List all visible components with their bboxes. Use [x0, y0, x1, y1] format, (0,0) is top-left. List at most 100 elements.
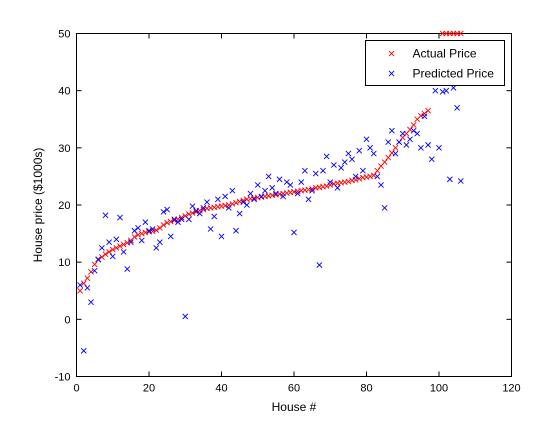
predicted-price-point — [113, 236, 120, 243]
predicted-price-point — [135, 224, 142, 231]
predicted-price-point — [200, 204, 207, 211]
predicted-price-point — [323, 153, 330, 160]
actual-price-point — [309, 186, 316, 192]
predicted-price-point — [80, 347, 87, 354]
actual-price-point — [164, 219, 171, 226]
predicted-price-point — [399, 130, 406, 137]
predicted-price-point — [233, 227, 239, 234]
legend-marker — [388, 70, 395, 77]
predicted-price-point — [131, 227, 138, 234]
legend-label: Predicted Price — [413, 67, 495, 81]
actual-price-point — [233, 199, 239, 206]
actual-price-point — [153, 227, 160, 234]
actual-price-point — [77, 287, 84, 294]
predicted-price-point — [91, 267, 98, 274]
actual-price-point — [370, 172, 377, 179]
predicted-price-point — [446, 176, 453, 183]
x-tick-label: 100 — [430, 383, 448, 395]
actual-price-point — [131, 234, 138, 240]
predicted-price-point — [211, 213, 218, 220]
actual-price-point — [80, 280, 87, 287]
actual-price-point — [410, 122, 417, 128]
predicted-price-point — [356, 147, 363, 154]
predicted-price-point — [214, 196, 221, 203]
legend: Actual Price Predicted Price — [365, 40, 505, 86]
actual-price-point — [167, 218, 174, 225]
predicted-price-point — [149, 226, 156, 232]
actual-price-point — [84, 275, 91, 282]
plot-area — [76, 33, 512, 377]
predicted-price-point — [236, 210, 243, 217]
predicted-price-point — [153, 244, 160, 251]
y-tick-label: 30 — [58, 143, 70, 155]
actual-price-point — [240, 197, 247, 204]
predicted-price-point — [138, 237, 145, 244]
y-tick-label: 40 — [58, 86, 70, 98]
predicted-price-point — [117, 214, 123, 221]
y-axis-label: House price ($1000s) — [31, 148, 45, 263]
predicted-price-point — [178, 216, 185, 223]
predicted-price-point — [425, 142, 432, 148]
predicted-price-point — [291, 229, 297, 236]
y-tick-label: 50 — [58, 29, 70, 41]
predicted-price-point — [370, 150, 377, 157]
actual-price-point — [106, 248, 113, 255]
predicted-price-point — [240, 199, 247, 206]
predicted-price-point — [385, 139, 392, 146]
x-tick-label: 0 — [73, 383, 79, 395]
x-tick-label: 20 — [143, 383, 155, 395]
predicted-price-point — [280, 193, 287, 200]
x-tick-label: 120 — [502, 383, 520, 395]
predicted-price-point — [262, 187, 268, 194]
predicted-price-point — [193, 207, 200, 214]
predicted-price-point — [392, 150, 399, 157]
actual-price-point — [138, 230, 145, 237]
predicted-price-point — [334, 184, 341, 191]
predicted-price-point — [189, 203, 196, 210]
predicted-price-point — [171, 216, 178, 223]
predicted-price-point — [443, 87, 450, 94]
predicted-price-point — [287, 182, 294, 188]
actual-price-point — [381, 159, 388, 166]
actual-price-point — [193, 208, 200, 215]
predicted-price-point — [417, 144, 424, 151]
actual-price-point — [385, 154, 392, 161]
predicted-price-point — [374, 173, 381, 180]
predicted-price-point — [164, 206, 171, 213]
predicted-price-point — [396, 139, 403, 146]
actual-price-point — [91, 261, 98, 268]
y-tick-label: 20 — [58, 200, 70, 212]
predicted-price-point — [381, 204, 388, 211]
predicted-price-point — [378, 182, 384, 188]
actual-price-point — [356, 175, 363, 182]
predicted-price-point — [421, 113, 428, 120]
predicted-price-point — [301, 167, 308, 174]
actual-price-point — [171, 217, 178, 224]
predicted-price-point — [124, 266, 131, 272]
actual-price-point — [367, 173, 374, 180]
actual-price-point — [189, 210, 196, 216]
predicted-price-point — [312, 170, 319, 177]
predicted-price-point — [167, 233, 174, 240]
actual-price-point — [457, 30, 464, 37]
predicted-price-point — [352, 173, 359, 180]
x-axis-label: House # — [272, 400, 317, 414]
data-points — [77, 30, 464, 354]
predicted-price-point — [450, 84, 457, 91]
predicted-price-point — [439, 88, 446, 95]
predicted-price-point — [185, 216, 192, 223]
actual-price-point — [117, 243, 123, 250]
predicted-price-point — [457, 178, 464, 184]
predicted-price-point — [345, 150, 352, 157]
legend-entry: Predicted Price — [388, 67, 495, 81]
actual-price-point — [425, 107, 432, 114]
legend-entry: Actual Price — [388, 47, 477, 61]
predicted-price-point — [327, 179, 334, 186]
predicted-price-point — [77, 282, 84, 288]
predicted-price-point — [265, 173, 272, 180]
predicted-price-point — [196, 210, 203, 217]
predicted-price-point — [283, 179, 290, 186]
predicted-price-point — [309, 187, 316, 194]
predicted-price-point — [88, 299, 94, 306]
